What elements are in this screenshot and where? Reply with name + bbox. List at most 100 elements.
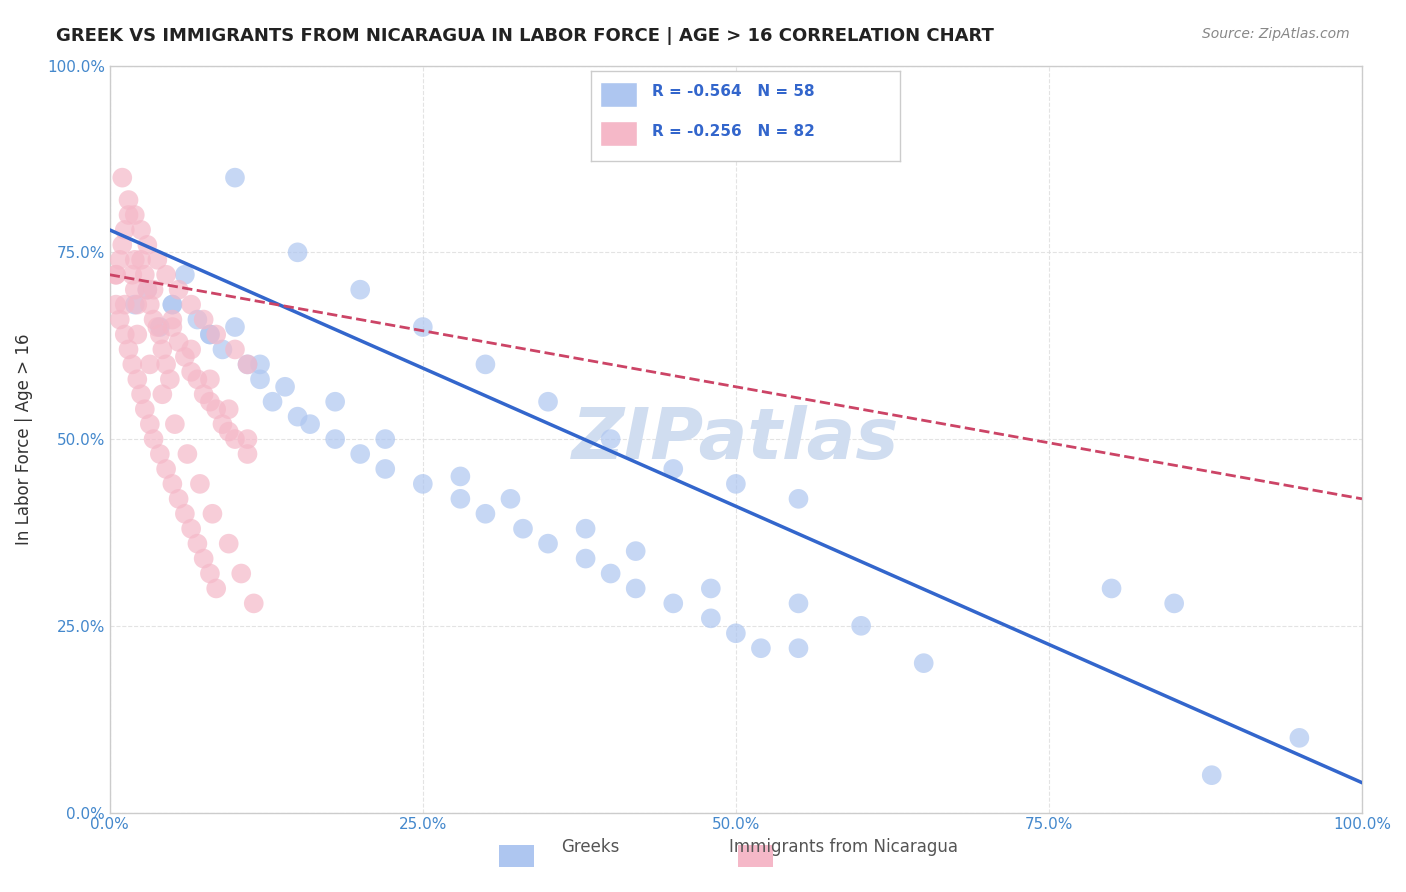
Point [412,476,434,491]
Point [700,582,723,596]
Point [127,327,149,342]
Y-axis label: In Labor Force | Age > 16: In Labor Force | Age > 16 [15,334,32,545]
Point [136,283,159,297]
Point [323,432,346,446]
Point [180,522,202,536]
Point [162,298,184,312]
Point [114,223,136,237]
Point [224,432,246,446]
Point [198,394,221,409]
Point [186,312,208,326]
Point [124,252,146,267]
Point [108,312,131,326]
Point [173,507,195,521]
Point [201,507,224,521]
Point [173,268,195,282]
Point [121,268,143,282]
Point [599,432,621,446]
Point [787,491,810,506]
Point [198,327,221,342]
Point [163,417,186,431]
Point [162,476,184,491]
Point [575,522,598,536]
Point [1201,768,1223,782]
Point [749,641,772,656]
Point [124,298,146,312]
Point [218,402,240,417]
Point [724,476,747,491]
Point [180,298,202,312]
Point [155,268,177,282]
Point [129,387,152,401]
Point [105,298,128,312]
Point [162,320,184,334]
Point [159,372,181,386]
Point [374,432,396,446]
Point [124,283,146,297]
Point [787,641,810,656]
Point [1288,731,1310,745]
Point [173,350,195,364]
Text: Immigrants from Nicaragua: Immigrants from Nicaragua [730,838,957,856]
Point [150,343,173,357]
Point [167,283,190,297]
Point [124,208,146,222]
FancyBboxPatch shape [600,82,637,107]
Point [449,469,471,483]
Point [149,327,172,342]
Point [167,491,190,506]
Point [537,536,560,550]
Text: Greeks: Greeks [561,838,620,856]
Point [193,312,215,326]
Text: R = -0.256   N = 82: R = -0.256 N = 82 [652,124,815,138]
Point [236,447,259,461]
Point [186,536,208,550]
Point [105,268,128,282]
Point [449,491,471,506]
Point [287,245,309,260]
Point [224,320,246,334]
Point [136,283,159,297]
Point [787,596,810,610]
Point [198,327,221,342]
Point [211,343,233,357]
Point [374,462,396,476]
Point [139,298,162,312]
Point [323,394,346,409]
Point [108,252,131,267]
Point [117,193,139,207]
Point [211,417,233,431]
Point [724,626,747,640]
Point [205,402,228,417]
Point [111,238,134,252]
Point [146,320,169,334]
Point [136,238,159,252]
Point [624,582,647,596]
Point [474,357,496,371]
Point [180,343,202,357]
Point [139,417,162,431]
Point [249,372,271,386]
Point [111,170,134,185]
Point [114,298,136,312]
Point [155,462,177,476]
Point [218,536,240,550]
Point [149,447,172,461]
Point [349,283,371,297]
Point [142,283,165,297]
Point [512,522,534,536]
Point [162,298,184,312]
Point [912,656,935,670]
Point [662,462,685,476]
Point [412,320,434,334]
Point [274,380,297,394]
Point [700,611,723,625]
Point [236,357,259,371]
Point [121,357,143,371]
Point [162,312,184,326]
Point [287,409,309,424]
Point [127,298,149,312]
Point [117,208,139,222]
Point [218,425,240,439]
Point [134,402,156,417]
